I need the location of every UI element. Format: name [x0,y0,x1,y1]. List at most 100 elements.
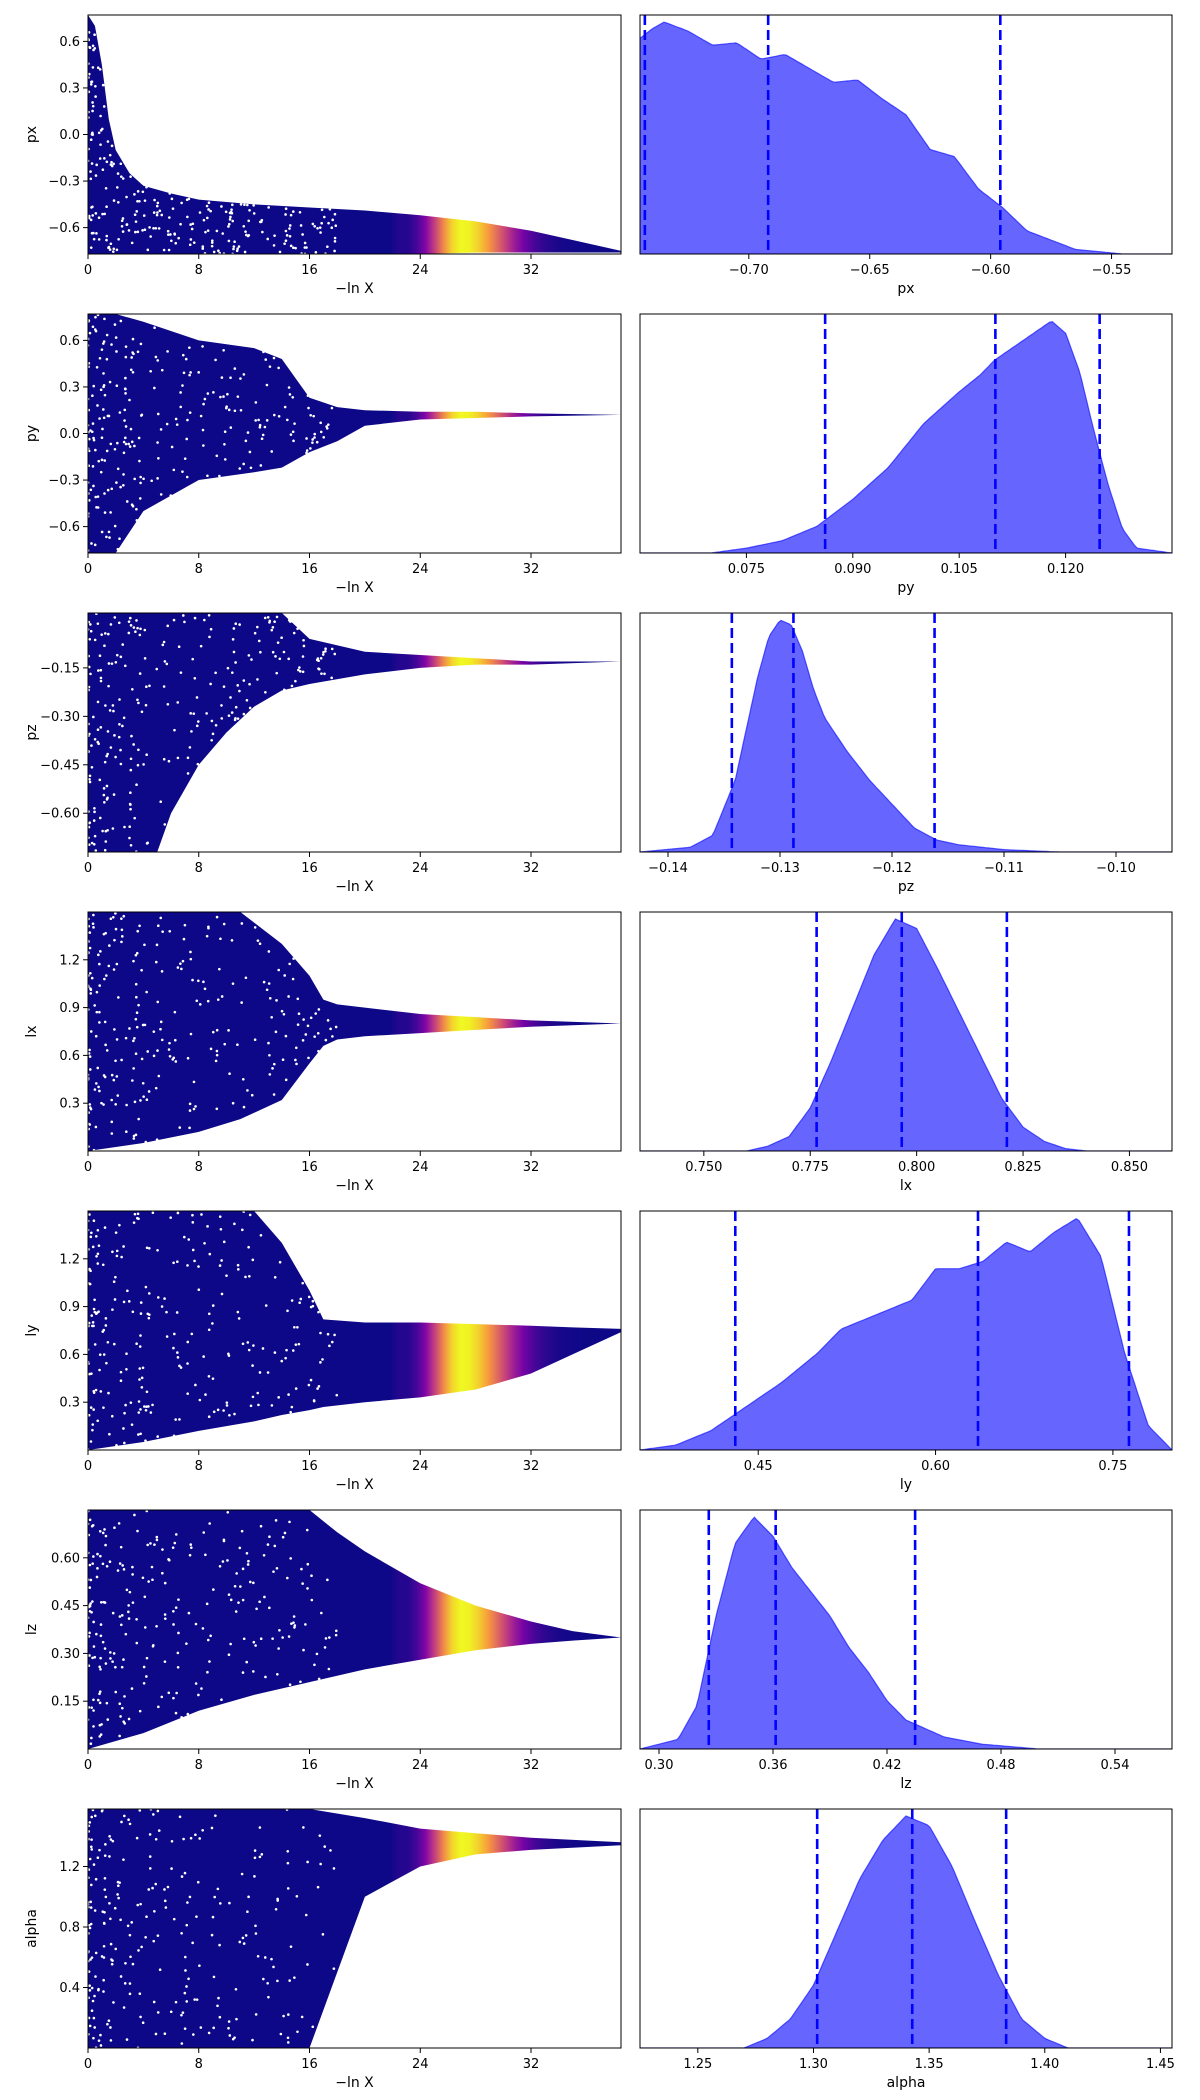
sample-gap [250,658,253,661]
posterior-density [640,21,1172,254]
sample-gap [151,1886,154,1890]
sample-gap [206,999,210,1003]
x-tick-label: 8 [195,861,203,876]
sample-gap [91,44,95,48]
sample-gap [306,1963,309,1966]
sample-gap [89,1958,92,1961]
sample-gap [136,190,140,193]
sample-gap [198,1964,201,1967]
sample-gap [134,982,138,986]
sample-gap [138,459,141,463]
sample-gap [199,414,203,418]
sample-gap [227,2020,231,2023]
sample-gap [180,967,183,971]
sample-gap [311,438,314,441]
sample-gap [102,408,105,411]
sample-gap [99,1656,102,1660]
sample-gap [139,414,143,417]
sample-gap [186,772,190,775]
sample-gap [174,1060,178,1063]
sample-gap [198,211,202,214]
sample-gap [234,1610,238,1613]
sample-gap [132,626,136,629]
sample-gap [96,1552,99,1556]
x-tick-label: 0.75 [1098,1459,1127,1474]
sample-gap [259,1233,263,1237]
sample-gap [88,1413,91,1417]
sample-gap [171,1058,175,1061]
sample-gap [303,241,307,245]
sample-gap [189,950,192,954]
sample-gap [122,1568,126,1571]
x-tick-label: −0.10 [1096,861,1136,876]
sample-gap [287,386,291,389]
sample-gap [255,1607,258,1611]
sample-gap [112,1342,116,1346]
y-tick-label: 0.45 [51,1599,80,1614]
sample-gap [109,623,113,626]
sample-gap [136,626,139,630]
sample-gap [121,177,125,180]
sample-gap [96,314,100,317]
sample-gap [176,756,180,760]
sample-gap [96,1252,100,1256]
sample-gap [289,620,292,623]
sample-gap [174,1418,177,1421]
sample-gap [272,1062,276,1066]
sample-gap [182,937,186,941]
sample-gap [212,1975,216,1979]
sample-gap [195,1915,198,1918]
sample-gap [129,427,133,431]
sample-gap [118,1562,122,1565]
sample-gap [333,652,337,656]
sample-gap [162,248,166,252]
sample-gap [166,233,170,236]
sample-gap [156,412,160,416]
sample-gap [156,477,159,480]
x-tick-label: 0 [84,1160,92,1175]
sample-gap [168,1041,171,1045]
sample-gap [98,1723,102,1727]
sample-gap [203,618,206,622]
sample-gap [133,1513,136,1517]
sample-gap [209,682,212,686]
sample-gap [244,976,248,980]
sample-gap [252,1344,255,1347]
sample-gap [91,422,95,425]
x-axis-label: px [897,281,914,297]
sample-gap [156,2011,160,2014]
sample-gap [151,1211,155,1215]
sample-gap [143,628,147,632]
sample-gap [167,1691,171,1695]
sample-gap [157,1829,161,1832]
sample-gap [236,1043,239,1046]
x-tick-label: −0.14 [648,861,688,876]
sample-gap [163,823,167,826]
sample-gap [123,1411,126,1415]
sample-gap [330,647,334,651]
sample-gap [177,1598,180,1601]
sample-gap [248,706,252,710]
sample-gap [201,247,205,250]
sample-gap [131,1601,135,1604]
x-axis-label: −ln X [335,281,374,297]
sample-gap [125,1368,128,1371]
sample-gap [92,1620,95,1624]
sample-gap [91,1428,94,1432]
sample-gap [318,1834,322,1837]
sample-gap [89,1900,92,1904]
sample-gap [92,1389,96,1393]
sample-gap [296,627,299,631]
sample-gap [100,633,103,637]
sample-gap [160,1695,164,1699]
y-tick-label: −0.3 [48,474,80,489]
sample-gap [187,1977,190,1981]
sample-gap [236,1263,240,1267]
sample-gap [216,1887,220,1891]
x-tick-label: 0.800 [898,1160,935,1175]
sample-gap [241,1567,245,1571]
y-axis-label: alpha [24,1909,40,1948]
sample-gap [309,1305,313,1309]
sample-gap [140,1386,144,1389]
